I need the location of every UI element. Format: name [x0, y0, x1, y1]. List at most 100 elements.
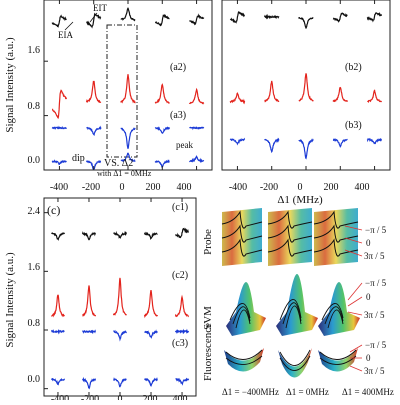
trace-c-c1-seg4	[175, 227, 190, 239]
trace-a-a2-seg1	[85, 80, 102, 104]
label-c2: (c2)	[172, 270, 188, 281]
trace-c-c2-seg0	[50, 294, 65, 318]
trace-a-s3-seg4	[188, 154, 205, 164]
ann-vs: VS. Δ2	[104, 158, 133, 169]
probe-surface-2	[314, 208, 358, 266]
trace-a-a1-seg1	[86, 12, 102, 29]
fl-pointer-2	[349, 365, 363, 372]
highlight-box	[106, 24, 138, 158]
label-c: (c)	[47, 203, 60, 217]
probe-curve-1-2	[267, 238, 313, 257]
a-ytick-0.0: 0.0	[28, 155, 41, 166]
ann-eia-arrow	[64, 21, 74, 31]
trace-c-c2-seg1	[82, 285, 97, 317]
trace-c-c1-seg3	[143, 231, 158, 240]
trace-a-a3-seg4	[189, 126, 205, 131]
label-b2: (b2)	[345, 62, 362, 73]
fl-curve-1-0	[279, 349, 311, 366]
ticks-layer	[44, 0, 376, 396]
fl-phase-zero: 0	[366, 353, 371, 363]
panel-c-traces	[50, 227, 190, 390]
probe-pointer-0	[344, 225, 363, 231]
svm-phase-zero: 0	[366, 292, 371, 302]
trace-b-b2-seg3	[332, 86, 349, 103]
probe-phase-pos: 3π / 5	[364, 251, 385, 261]
probe-pointer-1	[344, 237, 363, 244]
b-xtick-m200: -200	[260, 182, 278, 193]
trace-a-a2-seg2	[120, 74, 136, 104]
c-ytick-2.4: 2.4	[28, 206, 41, 217]
b-xtick-0: 0	[298, 182, 303, 193]
trace-c-c3-seg3	[144, 329, 158, 339]
c-xtick-200: 200	[143, 394, 158, 400]
fl-curve-0-1	[225, 355, 263, 365]
trace-b-b1-seg2	[298, 16, 314, 29]
trace-a-a2-seg3	[154, 83, 170, 104]
trace-c-c2-seg3	[143, 289, 159, 319]
c-xtick-400: 400	[173, 394, 188, 400]
svm-curve-1-2	[285, 305, 302, 329]
trace-b-b3-seg3	[332, 138, 348, 148]
c-ytick-0.0: 0.0	[28, 374, 41, 385]
ann-dip: dip	[72, 153, 85, 164]
a-ytick-0.8: 0.8	[28, 101, 41, 112]
probe-curve-1-0	[267, 210, 313, 229]
label-a2: (a2)	[170, 62, 186, 73]
probe-phase-neg: −π / 5	[365, 225, 387, 235]
panel-b-frame	[221, 0, 391, 171]
c-xtick-0: 0	[118, 394, 123, 400]
c-xtick-m200: -200	[81, 394, 99, 400]
trace-b-b3-seg0	[229, 137, 246, 146]
a-xtick-m400: -400	[50, 182, 68, 193]
trace-a-a3-seg1	[86, 125, 102, 137]
a-ytick-1.6: 1.6	[28, 45, 41, 56]
a-xtick-m200: -200	[82, 182, 100, 193]
probe-curve-2-0	[313, 210, 359, 229]
trace-c-s3-seg3	[144, 377, 158, 387]
trace-a-a1-seg0	[51, 14, 67, 28]
trace-c-s3-seg4	[175, 377, 190, 386]
svm-curve-0-1	[232, 306, 251, 325]
probe-curve-2-1	[313, 224, 359, 243]
row-label-fluorescence: Fluorescence	[202, 323, 214, 381]
row-label-probe: Probe	[202, 229, 214, 255]
trace-a-s3-seg3	[154, 159, 170, 169]
a-xtick-0: 0	[120, 182, 125, 193]
trace-b-b2-seg1	[264, 80, 280, 103]
a-ylabel: Signal Intensity (a.u.)	[4, 37, 16, 133]
row-label-svm: SVM	[202, 306, 214, 330]
surface-plots	[221, 208, 363, 378]
svm-curve-0-2	[235, 309, 251, 329]
fl-curve-2-0	[319, 349, 357, 360]
detune-right: Δ1 = 400MHz	[342, 387, 394, 397]
svm-pointer-2	[347, 311, 363, 316]
fl-curve-0-0	[225, 349, 263, 360]
svm-curve-2-2	[327, 309, 344, 329]
probe-curve-2-2	[313, 238, 359, 257]
trace-a-a1-seg3	[154, 13, 170, 27]
fl-surface-0	[224, 348, 264, 372]
trace-c-c2-seg4	[174, 294, 190, 318]
fl-surface-1	[278, 348, 312, 378]
trace-a-a3-seg0	[51, 125, 68, 130]
svm-phase-pos: 3π / 5	[364, 310, 385, 320]
trace-c-c3-seg1	[81, 329, 97, 335]
trace-b-b3-seg2	[298, 138, 314, 160]
fl-pointer-0	[349, 344, 363, 353]
label-b3: (b3)	[345, 120, 362, 131]
trace-b-b1-seg3	[332, 12, 348, 23]
ann-eia: EIA	[58, 30, 73, 40]
svm-phase-neg: −π / 5	[365, 278, 387, 288]
svm-pointer-1	[347, 296, 363, 307]
trace-b-b1-seg0	[229, 11, 246, 24]
fl-curve-1-1	[279, 355, 311, 371]
probe-surface-1	[268, 208, 312, 266]
trace-a-a3-seg2	[120, 127, 136, 149]
trace-c-c3-seg2	[113, 329, 127, 342]
trace-b-b2-seg0	[229, 92, 246, 105]
svm-curve-1-0	[279, 299, 302, 321]
fl-phase-pos: 3π / 5	[364, 366, 385, 376]
a-xtick-200: 200	[146, 182, 161, 193]
traces-layer	[50, 7, 383, 390]
label-a3: (a3)	[170, 110, 186, 121]
